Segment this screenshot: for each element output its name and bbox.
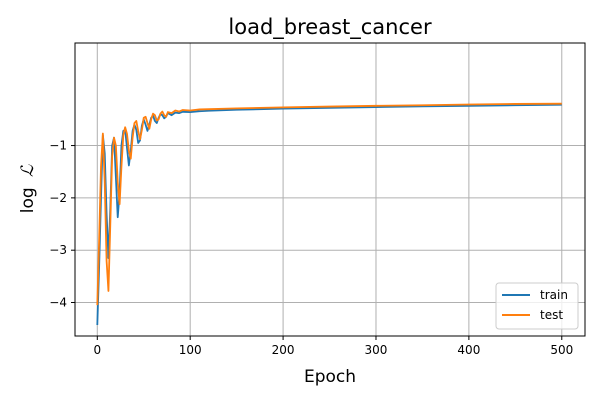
x-tick-label: 300 [365, 343, 388, 357]
y-axis-label-symbol: ℒ [18, 164, 38, 177]
legend-test-label: test [540, 308, 563, 322]
series-test-line [96, 102, 562, 306]
plot-area [96, 102, 562, 326]
x-tick-label: 500 [550, 343, 573, 357]
x-tick-label: 400 [457, 343, 480, 357]
x-axis: 0 100 200 300 400 500 [93, 336, 573, 357]
y-tick-label: −1 [49, 139, 67, 153]
grid [75, 43, 585, 336]
x-tick-label: 0 [93, 343, 101, 357]
legend-train-label: train [540, 288, 568, 302]
x-tick-label: 200 [272, 343, 295, 357]
y-tick-label: −3 [49, 243, 67, 257]
x-tick-label: 100 [179, 343, 202, 357]
y-axis-label: log ℒ [18, 164, 38, 213]
plot-frame [74, 42, 586, 337]
y-axis: −4 −3 −2 −1 [49, 139, 75, 310]
y-tick-label: −4 [49, 296, 67, 310]
y-axis-label-log: log [18, 187, 38, 213]
x-axis-label: Epoch [304, 367, 356, 387]
y-tick-label: −2 [49, 191, 67, 205]
legend: train test [495, 282, 579, 330]
chart-title: load_breast_cancer [228, 15, 432, 40]
